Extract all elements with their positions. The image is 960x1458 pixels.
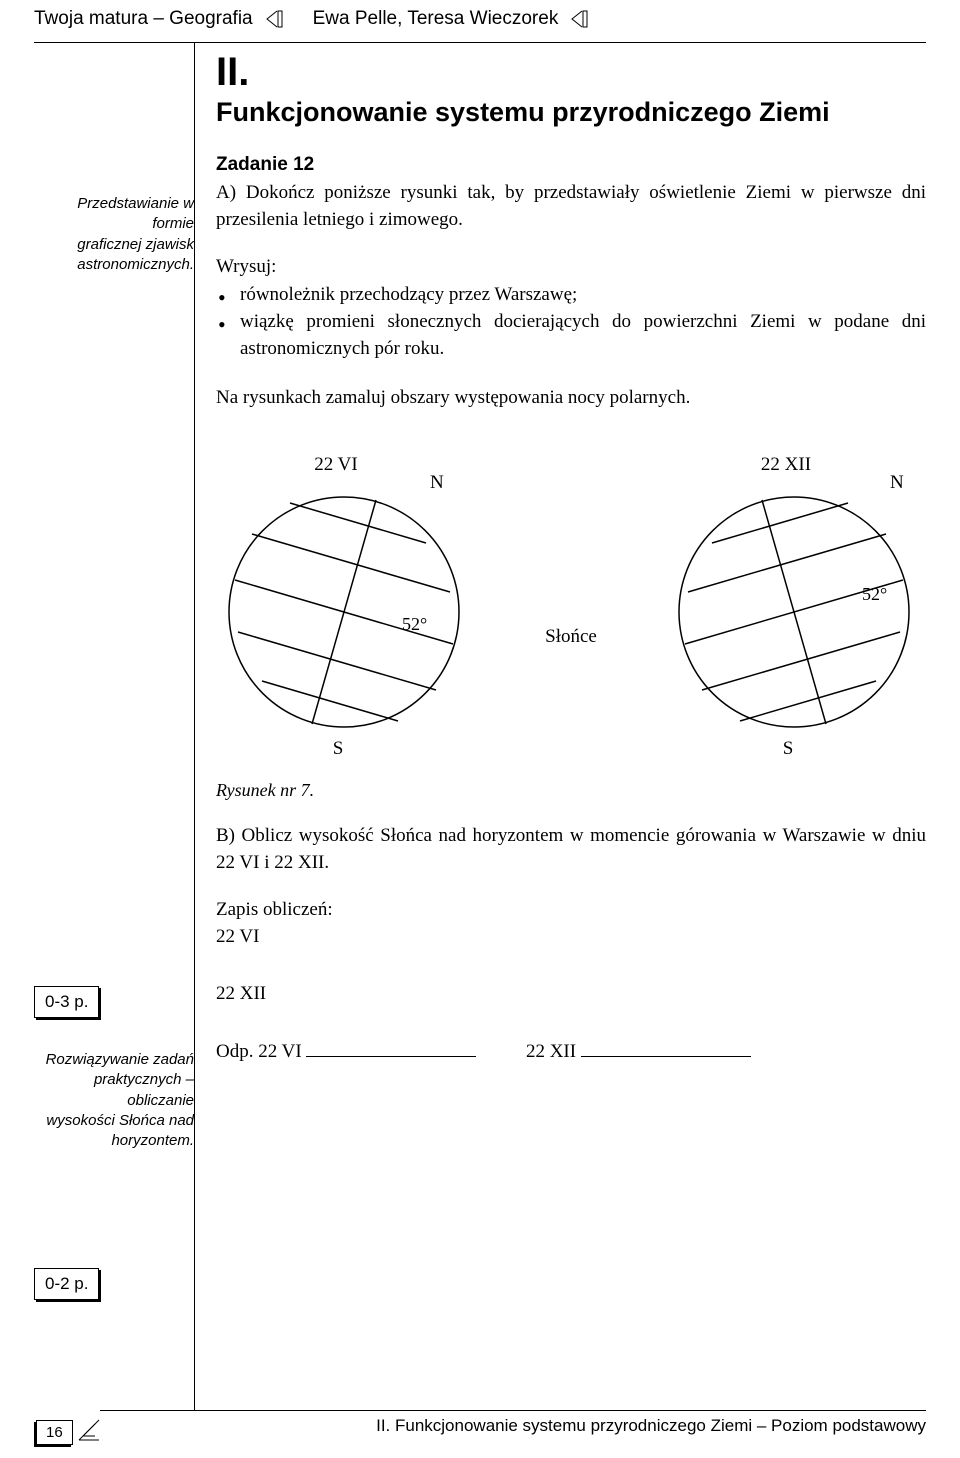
score-box-1: 0-3 p. [34, 986, 99, 1018]
sidebar-note-line: praktycznych – obliczanie [34, 1070, 194, 1111]
header-right: Ewa Pelle, Teresa Wieczorek [313, 8, 559, 30]
wrysuj-list: równoleżnik przechodzący przez Warszawę;… [216, 282, 926, 363]
zadanie-a-text: A) Dokończ poniższe rysunki tak, by prze… [216, 180, 926, 234]
vertical-rule [194, 42, 195, 1410]
diagram-n-label: N [890, 472, 904, 493]
footer-page: 16 [36, 1418, 101, 1447]
odp-22xii: 22 XII [526, 1041, 576, 1062]
diagram-right: 22 XII N 52° S [666, 452, 926, 762]
top-rule [34, 42, 926, 43]
sun-label: Słońce [545, 626, 597, 648]
main-content: II. Funkcjonowanie systemu przyrodniczeg… [216, 50, 926, 1410]
zadanie-label: Zadanie 12 [216, 154, 926, 176]
score-box-2: 0-2 p. [34, 1268, 99, 1300]
zapis-22xii: 22 XII [216, 981, 926, 1008]
sidebar-note-1: Przedstawianie w formie graficznej zjawi… [34, 194, 194, 275]
diagram-date: 22 XII [761, 454, 811, 475]
page-header: Twoja matura – Geografia Ewa Pelle, Tere… [0, 0, 960, 34]
angle-icon [77, 1418, 101, 1447]
answer-blank[interactable] [581, 1038, 751, 1057]
earth-diagram-22vi: 22 VI N 52° S [216, 452, 476, 762]
page-number: 16 [36, 1420, 73, 1445]
zapis-22vi: 22 VI [216, 924, 926, 951]
diagram-s-label: S [783, 738, 794, 759]
wrysuj-item: wiązkę promieni słonecznych docierającyc… [216, 309, 926, 363]
section-title: Funkcjonowanie systemu przyrodniczego Zi… [216, 97, 926, 128]
page-footer: 16 II. Funkcjonowanie systemu przyrodnic… [0, 1410, 960, 1458]
diagram-date: 22 VI [314, 454, 357, 475]
rysunek-caption: Rysunek nr 7. [216, 780, 926, 801]
sidebar-note-2: Rozwiązywanie zadań praktycznych – oblic… [34, 1050, 194, 1151]
zapis-label: Zapis obliczeń: [216, 897, 926, 924]
diagram-s-label: S [333, 738, 344, 759]
earth-diagram-22xii: 22 XII N 52° S [666, 452, 926, 762]
diagram-left: 22 VI N 52° S [216, 452, 476, 762]
sidebar-note-line: wysokości Słońca nad [34, 1111, 194, 1131]
diagram-n-label: N [430, 472, 444, 493]
sidebar-note-line: Przedstawianie w formie [34, 194, 194, 235]
odp-line: Odp. 22 VI 22 XII [216, 1038, 926, 1066]
wrysuj-label: Wrysuj: [216, 256, 926, 278]
section-roman: II. [216, 50, 926, 95]
answer-blank[interactable] [306, 1038, 476, 1057]
sidebar-note-line: graficznej zjawisk [34, 235, 194, 255]
diagram-angle: 52° [402, 614, 427, 634]
sidebar-note-line: astronomicznych. [34, 255, 194, 275]
zamaluj-text: Na rysunkach zamaluj obszary występowani… [216, 385, 926, 412]
sidebar-note-line: horyzontem. [34, 1131, 194, 1151]
odp-label: Odp. 22 VI [216, 1041, 302, 1062]
diagram-row: 22 VI N 52° S Słońce 22 XII [216, 452, 926, 762]
sidebar: Przedstawianie w formie graficznej zjawi… [34, 50, 194, 1410]
chevron-icon [263, 9, 287, 29]
chevron-icon [568, 9, 592, 29]
diagram-angle: 52° [862, 584, 887, 604]
wrysuj-item: równoleżnik przechodzący przez Warszawę; [216, 282, 926, 309]
footer-rule [100, 1410, 926, 1411]
sidebar-note-line: Rozwiązywanie zadań [34, 1050, 194, 1070]
zadanie-b-text: B) Oblicz wysokość Słońca nad horyzontem… [216, 823, 926, 877]
footer-text: II. Funkcjonowanie systemu przyrodniczeg… [376, 1416, 926, 1436]
header-left: Twoja matura – Geografia [34, 8, 253, 30]
